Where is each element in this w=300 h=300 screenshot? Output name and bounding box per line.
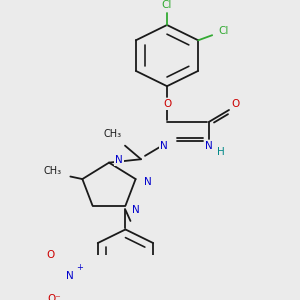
Text: Cl: Cl	[218, 26, 228, 36]
Text: O: O	[163, 99, 171, 109]
Text: O: O	[46, 250, 55, 260]
Text: O: O	[232, 99, 240, 109]
Text: Cl: Cl	[162, 1, 172, 10]
Text: CH₃: CH₃	[43, 166, 62, 176]
Text: N: N	[205, 142, 213, 152]
Text: CH₃: CH₃	[104, 129, 122, 139]
Text: H: H	[217, 147, 225, 158]
Text: +: +	[76, 263, 83, 272]
Text: N: N	[160, 142, 168, 152]
Text: N: N	[144, 177, 152, 187]
Text: N: N	[66, 271, 74, 281]
Text: N: N	[132, 205, 139, 215]
Text: O⁻: O⁻	[48, 294, 61, 300]
Text: N: N	[115, 155, 123, 165]
